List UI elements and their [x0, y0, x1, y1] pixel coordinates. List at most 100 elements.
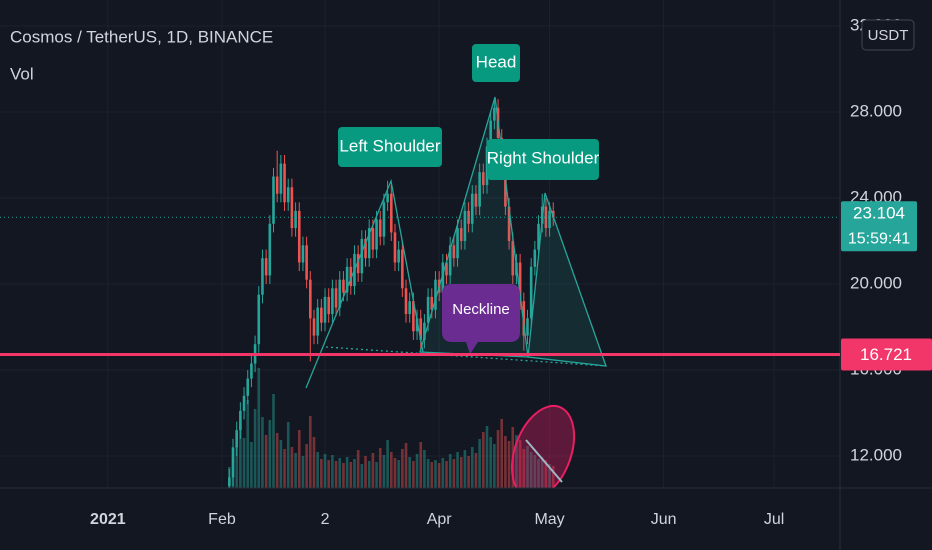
candle-body: [441, 262, 445, 293]
candle-body: [327, 296, 331, 315]
currency-button[interactable]: [861, 19, 915, 51]
y-tick-label: 28.000: [850, 101, 902, 120]
volume-bar: [331, 455, 334, 488]
neckline-dotted: [325, 346, 607, 367]
volume-bar: [500, 419, 504, 488]
volume-bar: [375, 462, 378, 488]
candle-body: [489, 120, 492, 147]
left-shoulder-lines: [305, 178, 424, 389]
volume-bar: [305, 444, 308, 488]
candle-body: [426, 296, 430, 323]
x-tick-label: Jul: [764, 511, 784, 528]
candle-body: [507, 206, 511, 241]
annotation-box: [487, 139, 599, 180]
volume-bar: [544, 460, 548, 488]
candle-body: [459, 228, 463, 241]
candle-body: [456, 228, 459, 259]
volume-bar: [338, 458, 342, 488]
candle-body: [378, 219, 382, 237]
annotation-label: Left Shoulder: [339, 136, 440, 155]
candle-body: [286, 187, 290, 203]
volume-bar: [360, 464, 364, 488]
candle-body: [360, 238, 364, 274]
volume-bar: [482, 432, 485, 488]
candle-body: [452, 245, 456, 259]
candle-body: [320, 307, 323, 323]
volume-bar: [290, 447, 294, 488]
candle-body: [408, 301, 411, 315]
volume-bar: [257, 368, 261, 488]
annotation-box: [338, 127, 442, 167]
volume-bar: [408, 457, 411, 488]
volume-bar: [279, 440, 283, 488]
candle-body: [364, 238, 367, 259]
annotation-box: [472, 44, 520, 82]
candle-body: [272, 176, 275, 224]
volume-bar: [496, 430, 500, 488]
volume-bar: [327, 460, 331, 488]
x-tick-label: Jun: [651, 511, 677, 528]
candle-body: [485, 146, 489, 186]
volume-trend-line: [525, 439, 563, 483]
candle-body: [268, 223, 272, 276]
candle-body: [239, 410, 242, 431]
candle-body: [445, 262, 448, 276]
volume-bar: [367, 461, 371, 488]
volume-bar: [386, 440, 389, 488]
candle-body: [334, 288, 338, 308]
volume-bar: [529, 452, 533, 488]
volume-bar: [235, 446, 238, 488]
volume-bar: [242, 438, 246, 488]
neckline-bubble: [442, 284, 520, 354]
last-price-box: [841, 201, 917, 252]
candle-body: [301, 245, 305, 263]
candle-body: [482, 172, 485, 186]
candle-body: [275, 176, 279, 194]
candle-body: [342, 279, 345, 293]
volume-bar: [551, 466, 555, 488]
volume-bar: [533, 455, 537, 488]
candle-body: [551, 210, 555, 218]
volume-bar: [323, 454, 327, 488]
volume-label: Vol: [10, 64, 34, 83]
candle-body: [345, 266, 349, 293]
volume-bar: [393, 458, 397, 488]
candle-body: [279, 163, 283, 194]
candle-body: [309, 279, 312, 319]
volume-bar: [504, 436, 507, 488]
volume-bar: [239, 423, 242, 488]
chart-title: Cosmos / TetherUS, 1D, BINANCE: [10, 27, 273, 46]
volume-bar: [515, 435, 518, 488]
candle-body: [338, 279, 342, 308]
volume-layer: [228, 368, 555, 488]
volume-bar: [485, 426, 489, 488]
volume-bar: [507, 441, 511, 488]
volume-bar: [382, 455, 386, 488]
volume-bar: [286, 422, 290, 488]
volume-bar: [434, 460, 437, 488]
currency-button-label[interactable]: USDT: [868, 27, 909, 44]
candle-body: [323, 296, 327, 323]
candle-body: [419, 318, 423, 340]
candle-body: [356, 253, 360, 274]
candle-body: [533, 249, 537, 267]
annotation-label: Head: [476, 52, 517, 71]
candle-body: [235, 430, 238, 448]
volume-bar: [378, 448, 382, 488]
volume-bar: [275, 433, 279, 488]
candle-body: [423, 322, 426, 340]
volume-bar: [470, 447, 474, 488]
candle-body: [518, 262, 522, 302]
candle-body: [537, 223, 540, 250]
candle-body: [470, 193, 474, 224]
volume-bar: [404, 443, 408, 488]
y-tick-label: 12.000: [850, 445, 902, 464]
candle-body: [371, 228, 375, 250]
candle-body: [228, 477, 231, 487]
volume-bar: [268, 420, 272, 488]
candle-body: [312, 318, 316, 336]
candle-body: [529, 266, 533, 319]
volume-bar: [537, 459, 540, 488]
